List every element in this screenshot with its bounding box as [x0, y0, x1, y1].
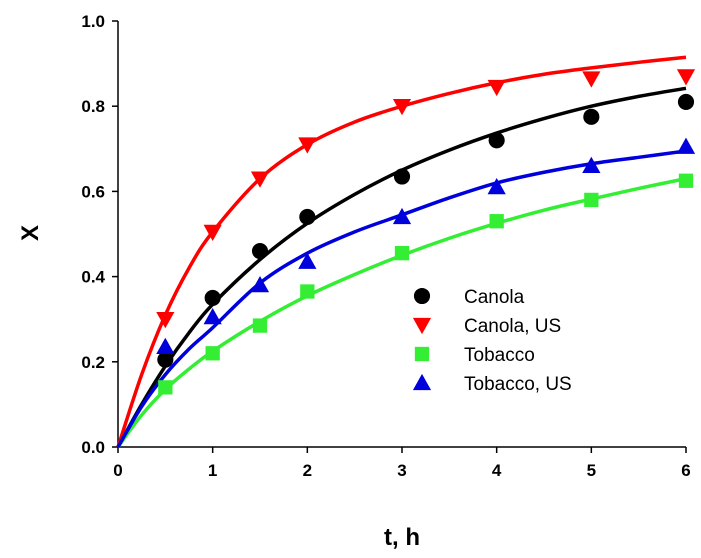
point-canola-us: [298, 137, 317, 154]
fit-line-canola-us: [116, 55, 687, 448]
legend-marker-3: [412, 373, 432, 391]
point-tobacco-us: [582, 156, 601, 173]
x-tick-label: 4: [492, 461, 502, 480]
point-canola-us: [203, 224, 222, 241]
y-tick-label: 0.2: [81, 353, 105, 372]
point-canola: [583, 108, 600, 125]
point-canola: [677, 93, 695, 111]
legend-label: Canola, US: [464, 316, 561, 337]
fit-line-tobacco-us: [116, 149, 687, 448]
point-tobacco: [489, 214, 504, 229]
data-markers: [156, 69, 696, 395]
point-tobacco-us: [298, 252, 317, 269]
x-tick-label: 2: [303, 461, 312, 480]
x-tick-label: 1: [208, 461, 217, 480]
x-tick-label: 0: [113, 461, 122, 480]
point-canola-us: [156, 312, 175, 329]
fit-line-canola: [116, 86, 687, 448]
point-tobacco: [678, 173, 694, 188]
y-tick-label: 0.4: [81, 268, 105, 287]
legend-label: Tobacco: [464, 345, 535, 366]
point-canola-us: [676, 69, 696, 86]
x-tick-label: 6: [681, 461, 690, 480]
legend: Canola Canola, US Tobacco Tobacco, US: [412, 287, 572, 395]
point-tobacco-us: [392, 207, 412, 225]
legend-marker-0: [413, 287, 431, 305]
point-tobacco: [300, 284, 315, 299]
point-tobacco: [205, 346, 220, 361]
x-tick-label: 5: [587, 461, 596, 480]
y-axis-title: X: [17, 225, 44, 241]
legend-label: Canola: [464, 287, 525, 308]
point-tobacco: [394, 246, 410, 261]
point-canola: [157, 351, 174, 368]
y-tick-label: 0.8: [81, 97, 105, 116]
point-tobacco-us: [250, 276, 270, 293]
point-canola: [393, 168, 411, 185]
point-canola-us: [392, 99, 412, 116]
y-tick-label: 0.6: [81, 182, 105, 201]
legend-label: Tobacco, US: [464, 374, 572, 395]
point-tobacco-us: [676, 137, 696, 154]
legend-marker-2: [414, 346, 430, 362]
y-tick-label: 0.0: [81, 438, 105, 457]
axes: 0 1 2 3 4 5 6 0.0 0.2 0.4 0.6 0.8 1.0: [81, 12, 690, 480]
fit-lines: [116, 55, 687, 449]
legend-marker-1: [412, 317, 432, 335]
point-canola: [299, 208, 316, 226]
point-canola-us: [582, 71, 601, 88]
x-tick-label: 3: [397, 461, 406, 480]
point-tobacco-us: [203, 307, 222, 325]
point-canola: [204, 289, 221, 306]
point-tobacco-us: [156, 337, 175, 355]
point-canola: [488, 132, 505, 149]
point-canola-us: [250, 171, 270, 188]
point-tobacco: [252, 318, 268, 333]
point-tobacco-us: [487, 178, 506, 195]
x-axis-title: t, h: [384, 524, 420, 551]
point-tobacco: [158, 380, 173, 395]
y-tick-label: 1.0: [81, 12, 105, 31]
point-canola-us: [487, 79, 506, 97]
point-canola: [251, 242, 269, 260]
point-tobacco: [584, 192, 599, 208]
